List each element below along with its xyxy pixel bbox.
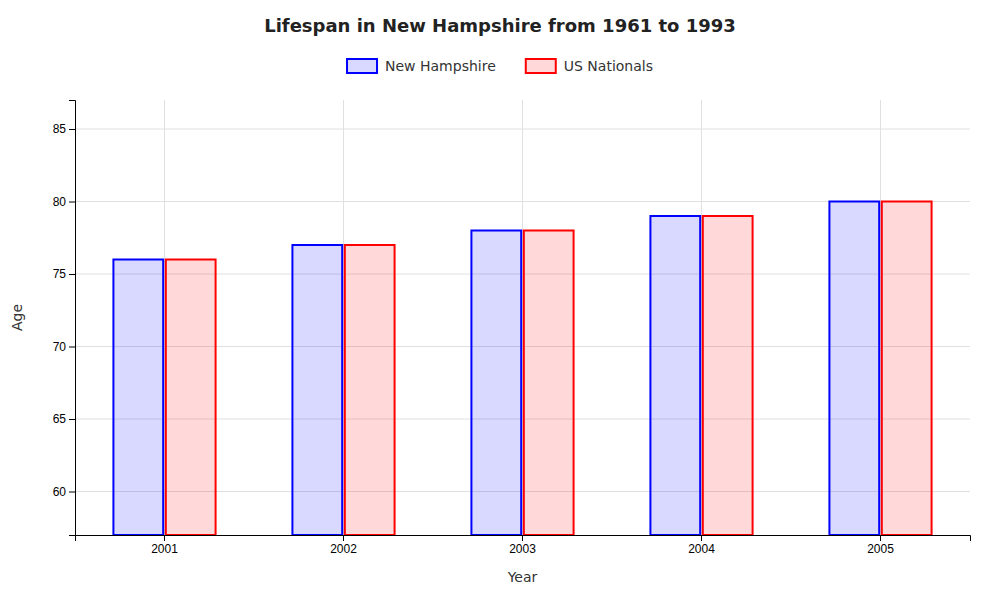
grid — [75, 100, 970, 535]
tick-mark — [701, 535, 702, 541]
legend-label: New Hampshire — [385, 58, 496, 74]
tick: 2003 — [509, 535, 536, 556]
legend-label: US Nationals — [564, 58, 653, 74]
tick: 60 — [53, 485, 75, 499]
bar — [524, 231, 574, 536]
tick-mark — [522, 535, 523, 541]
y-axis-title: Age — [9, 304, 25, 331]
axis-line — [76, 536, 971, 542]
tick: 70 — [53, 340, 75, 354]
tick-label: 85 — [53, 122, 67, 136]
bar — [345, 245, 395, 535]
bar — [829, 202, 879, 536]
tick: 2005 — [867, 535, 894, 556]
tick-mark — [69, 274, 75, 275]
tick: 2002 — [330, 535, 357, 556]
tick-label: 2005 — [867, 542, 894, 556]
legend-swatch — [347, 59, 377, 73]
tick-mark — [343, 535, 344, 541]
title: Lifespan in New Hampshire from 1961 to 1… — [264, 15, 736, 36]
tick-label: 80 — [53, 195, 67, 209]
tick-label: 2004 — [688, 542, 715, 556]
tick-label: 2003 — [509, 542, 536, 556]
tick-mark — [69, 202, 75, 203]
bar — [113, 260, 163, 536]
tick-label: 2002 — [330, 542, 357, 556]
tick-mark — [69, 129, 75, 130]
legend-swatch — [526, 59, 556, 73]
legend-item: New Hampshire — [347, 58, 496, 74]
tick: 85 — [53, 122, 75, 136]
bar — [650, 216, 700, 535]
x-axis-title: Year — [507, 569, 538, 585]
bar-series — [166, 202, 932, 536]
legend-item: US Nationals — [526, 58, 653, 74]
bar — [292, 245, 342, 535]
x-axis: 2001 2002 2003 2004 2005 — [76, 535, 971, 556]
tick-label: 60 — [53, 485, 67, 499]
tick-label: 70 — [53, 340, 67, 354]
tick: 80 — [53, 195, 75, 209]
tick-mark — [880, 535, 881, 541]
tick: 2004 — [688, 535, 715, 556]
bar — [166, 260, 216, 536]
tick-label: 2001 — [151, 542, 178, 556]
background — [0, 0, 1000, 600]
plot: 2001 2002 2003 2004 2005 60 65 70 75 80 85 — [53, 100, 971, 556]
bar-series — [113, 202, 879, 536]
bars — [113, 202, 931, 536]
tick-label: 65 — [53, 412, 67, 426]
tick: 65 — [53, 412, 75, 426]
legend: New Hampshire US Nationals — [347, 58, 653, 74]
bar — [882, 202, 932, 536]
y-axis: 60 65 70 75 80 85 — [53, 101, 76, 536]
chart: 2001 2002 2003 2004 2005 60 65 70 75 80 85 Year Age L… — [0, 0, 1000, 600]
tick-mark — [69, 492, 75, 493]
tick: 2001 — [151, 535, 178, 556]
tick: 75 — [53, 267, 75, 281]
axis-line — [69, 101, 76, 536]
tick-mark — [69, 347, 75, 348]
bar — [471, 231, 521, 536]
tick-mark — [69, 419, 75, 420]
tick-mark — [164, 535, 165, 541]
tick-label: 75 — [53, 267, 67, 281]
bar — [703, 216, 753, 535]
